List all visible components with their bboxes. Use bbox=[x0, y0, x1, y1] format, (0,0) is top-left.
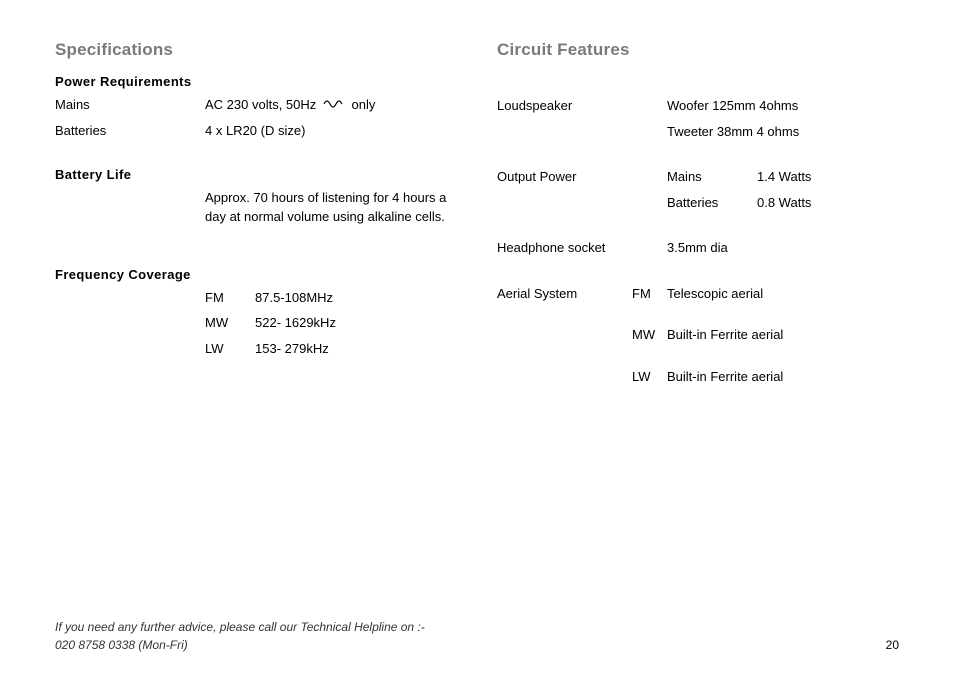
headphone-row: Headphone socket 3.5mm dia bbox=[497, 238, 899, 258]
aerial-lw-row: LW Built-in Ferrite aerial bbox=[497, 367, 899, 387]
freq-lw-label: LW bbox=[205, 339, 255, 359]
specs-heading: Specifications bbox=[55, 40, 457, 60]
helpline-line1: If you need any further advice, please c… bbox=[55, 620, 425, 634]
output-power-label: Output Power bbox=[497, 167, 667, 212]
columns: Specifications Power Requirements Mains … bbox=[55, 40, 899, 392]
aerial-fm-band: FM bbox=[632, 284, 667, 304]
headphone-value: 3.5mm dia bbox=[667, 238, 899, 258]
mains-suffix: only bbox=[352, 97, 376, 112]
op-mains-label: Mains bbox=[667, 167, 757, 187]
output-power-row: Output Power Mains 1.4 Watts Batteries 0… bbox=[497, 167, 899, 212]
page: Specifications Power Requirements Mains … bbox=[0, 0, 954, 674]
power-req-heading: Power Requirements bbox=[55, 74, 457, 89]
freq-lw-row: LW 153- 279kHz bbox=[55, 339, 457, 359]
op-batt-label: Batteries bbox=[667, 193, 757, 213]
loudspeaker-value: Woofer 125mm 4ohms Tweeter 38mm 4 ohms bbox=[667, 96, 899, 141]
batteries-row: Batteries 4 x LR20 (D size) bbox=[55, 121, 457, 141]
aerial-label-mw: MW bbox=[497, 325, 667, 345]
freq-mw-label: MW bbox=[205, 313, 255, 333]
op-batt-row: Batteries 0.8 Watts bbox=[667, 193, 899, 213]
left-column: Specifications Power Requirements Mains … bbox=[55, 40, 457, 392]
loudspeaker-label: Loudspeaker bbox=[497, 96, 667, 141]
helpline-line2: 020 8758 0338 (Mon-Fri) bbox=[55, 638, 425, 652]
op-mains-row: Mains 1.4 Watts bbox=[667, 167, 899, 187]
sine-wave-icon bbox=[323, 96, 345, 116]
battery-life-row: Approx. 70 hours of listening for 4 hour… bbox=[55, 188, 457, 227]
aerial-lw-band: LW bbox=[632, 367, 667, 387]
mains-label: Mains bbox=[55, 95, 205, 115]
right-column: Circuit Features Loudspeaker Woofer 125m… bbox=[497, 40, 899, 392]
aerial-fm-row: Aerial System FM Telescopic aerial bbox=[497, 284, 899, 304]
output-power-value: Mains 1.4 Watts Batteries 0.8 Watts bbox=[667, 167, 899, 212]
op-batt-value: 0.8 Watts bbox=[757, 193, 811, 213]
mains-value: AC 230 volts, 50Hz only bbox=[205, 95, 457, 115]
aerial-mw-row: MW Built-in Ferrite aerial bbox=[497, 325, 899, 345]
freq-fm-value: 87.5-108MHz bbox=[255, 288, 457, 308]
page-number: 20 bbox=[886, 638, 899, 652]
battery-life-spacer bbox=[55, 188, 205, 227]
aerial-lw-value: Built-in Ferrite aerial bbox=[667, 367, 899, 387]
aerial-label-fm: Aerial System FM bbox=[497, 284, 667, 304]
aerial-fm-value: Telescopic aerial bbox=[667, 284, 899, 304]
footer: If you need any further advice, please c… bbox=[55, 620, 899, 652]
freq-lw-value: 153- 279kHz bbox=[255, 339, 457, 359]
freq-fm-label: FM bbox=[205, 288, 255, 308]
circuit-heading: Circuit Features bbox=[497, 40, 899, 60]
aerial-mw-value: Built-in Ferrite aerial bbox=[667, 325, 899, 345]
batteries-value: 4 x LR20 (D size) bbox=[205, 121, 457, 141]
mains-row: Mains AC 230 volts, 50Hz only bbox=[55, 95, 457, 115]
battery-life-heading: Battery Life bbox=[55, 167, 457, 182]
freq-fm-row: FM 87.5-108MHz bbox=[55, 288, 457, 308]
freq-mw-value: 522- 1629kHz bbox=[255, 313, 457, 333]
loudspeaker-line1: Woofer 125mm 4ohms bbox=[667, 96, 899, 116]
batteries-label: Batteries bbox=[55, 121, 205, 141]
freq-mw-row: MW 522- 1629kHz bbox=[55, 313, 457, 333]
helpline-text: If you need any further advice, please c… bbox=[55, 620, 425, 652]
aerial-mw-band: MW bbox=[632, 325, 667, 345]
op-mains-value: 1.4 Watts bbox=[757, 167, 811, 187]
freq-heading: Frequency Coverage bbox=[55, 267, 457, 282]
battery-life-text: Approx. 70 hours of listening for 4 hour… bbox=[205, 188, 457, 227]
headphone-label: Headphone socket bbox=[497, 238, 667, 258]
loudspeaker-row: Loudspeaker Woofer 125mm 4ohms Tweeter 3… bbox=[497, 96, 899, 141]
aerial-system-label: Aerial System bbox=[497, 284, 632, 304]
mains-prefix: AC 230 volts, 50Hz bbox=[205, 97, 316, 112]
aerial-label-lw: LW bbox=[497, 367, 667, 387]
loudspeaker-line2: Tweeter 38mm 4 ohms bbox=[667, 122, 899, 142]
